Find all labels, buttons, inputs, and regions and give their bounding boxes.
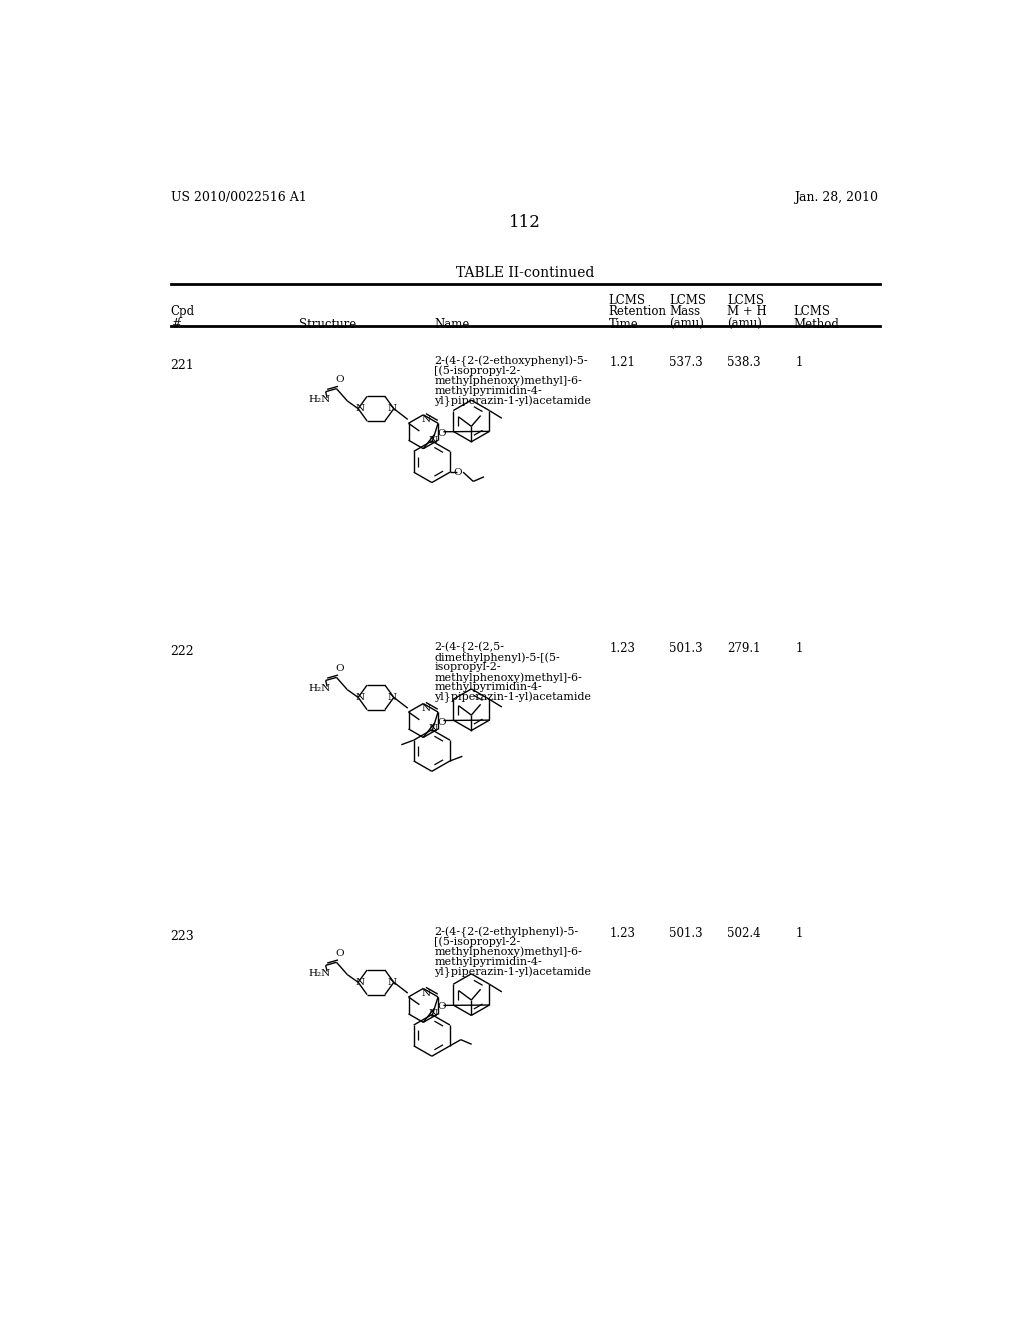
- Text: 538.3: 538.3: [727, 355, 761, 368]
- Text: 112: 112: [509, 214, 541, 231]
- Text: N: N: [355, 404, 365, 413]
- Text: dimethylphenyl)-5-[(5-: dimethylphenyl)-5-[(5-: [434, 652, 560, 663]
- Text: O: O: [454, 467, 462, 477]
- Text: N: N: [429, 436, 438, 445]
- Text: LCMS: LCMS: [669, 294, 706, 308]
- Text: N: N: [422, 704, 431, 713]
- Text: 223: 223: [171, 929, 195, 942]
- Text: N: N: [429, 725, 438, 734]
- Text: Jan. 28, 2010: Jan. 28, 2010: [795, 191, 879, 203]
- Text: Structure: Structure: [299, 318, 355, 331]
- Text: N: N: [388, 404, 397, 413]
- Text: yl}piperazin-1-yl)acetamide: yl}piperazin-1-yl)acetamide: [434, 692, 591, 704]
- Text: 1: 1: [796, 927, 804, 940]
- Text: O: O: [335, 949, 344, 957]
- Text: N: N: [422, 989, 431, 998]
- Text: (amu): (amu): [727, 318, 762, 331]
- Text: methylpyrimidin-4-: methylpyrimidin-4-: [434, 682, 542, 692]
- Text: (amu): (amu): [669, 318, 703, 331]
- Text: Time: Time: [608, 318, 638, 331]
- Text: Method: Method: [793, 318, 839, 331]
- Text: N: N: [388, 978, 397, 987]
- Text: methylphenoxy)methyl]-6-: methylphenoxy)methyl]-6-: [434, 946, 582, 957]
- Text: O: O: [437, 718, 446, 726]
- Text: methylphenoxy)methyl]-6-: methylphenoxy)methyl]-6-: [434, 672, 582, 682]
- Text: 1: 1: [796, 642, 804, 655]
- Text: O: O: [437, 429, 446, 438]
- Text: US 2010/0022516 A1: US 2010/0022516 A1: [171, 191, 306, 203]
- Text: 2-(4-{2-(2,5-: 2-(4-{2-(2,5-: [434, 642, 504, 653]
- Text: Retention: Retention: [608, 305, 667, 318]
- Text: Cpd: Cpd: [171, 305, 195, 318]
- Text: TABLE II-continued: TABLE II-continued: [456, 267, 594, 280]
- Text: Mass: Mass: [669, 305, 700, 318]
- Text: #: #: [171, 318, 180, 331]
- Text: 1.21: 1.21: [609, 355, 635, 368]
- Text: [(5-isopropyl-2-: [(5-isopropyl-2-: [434, 366, 520, 376]
- Text: LCMS: LCMS: [608, 294, 645, 308]
- Text: N: N: [422, 414, 431, 424]
- Text: 222: 222: [171, 645, 195, 659]
- Text: isopropyl-2-: isopropyl-2-: [434, 663, 501, 672]
- Text: 2-(4-{2-(2-ethoxyphenyl)-5-: 2-(4-{2-(2-ethoxyphenyl)-5-: [434, 355, 588, 367]
- Text: 501.3: 501.3: [669, 927, 702, 940]
- Text: 1.23: 1.23: [609, 642, 635, 655]
- Text: H₂N: H₂N: [308, 684, 331, 693]
- Text: H₂N: H₂N: [308, 395, 331, 404]
- Text: LCMS: LCMS: [727, 294, 764, 308]
- Text: N: N: [355, 693, 365, 702]
- Text: 502.4: 502.4: [727, 927, 761, 940]
- Text: 221: 221: [171, 359, 195, 372]
- Text: [(5-isopropyl-2-: [(5-isopropyl-2-: [434, 937, 520, 948]
- Text: 537.3: 537.3: [669, 355, 702, 368]
- Text: 1: 1: [796, 355, 804, 368]
- Text: O: O: [437, 1002, 446, 1011]
- Text: methylpyrimidin-4-: methylpyrimidin-4-: [434, 385, 542, 396]
- Text: yl}piperazin-1-yl)acetamide: yl}piperazin-1-yl)acetamide: [434, 396, 591, 407]
- Text: methylphenoxy)methyl]-6-: methylphenoxy)methyl]-6-: [434, 376, 582, 387]
- Text: LCMS: LCMS: [793, 305, 829, 318]
- Text: 2-(4-{2-(2-ethylphenyl)-5-: 2-(4-{2-(2-ethylphenyl)-5-: [434, 927, 579, 939]
- Text: H₂N: H₂N: [308, 969, 331, 978]
- Text: Name: Name: [434, 318, 469, 331]
- Text: N: N: [355, 978, 365, 987]
- Text: M + H: M + H: [727, 305, 767, 318]
- Text: O: O: [335, 375, 344, 384]
- Text: O: O: [335, 664, 344, 673]
- Text: yl}piperazin-1-yl)acetamide: yl}piperazin-1-yl)acetamide: [434, 966, 591, 978]
- Text: N: N: [429, 1010, 438, 1018]
- Text: 279.1: 279.1: [727, 642, 761, 655]
- Text: 501.3: 501.3: [669, 642, 702, 655]
- Text: methylpyrimidin-4-: methylpyrimidin-4-: [434, 957, 542, 966]
- Text: N: N: [388, 693, 397, 702]
- Text: 1.23: 1.23: [609, 927, 635, 940]
